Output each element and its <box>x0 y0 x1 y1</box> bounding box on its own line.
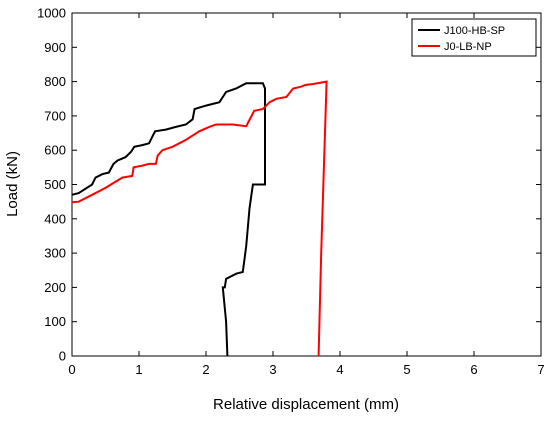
x-tick-label: 0 <box>68 362 75 377</box>
x-tick-label: 3 <box>269 362 276 377</box>
y-tick-label: 600 <box>44 143 66 158</box>
y-tick-label: 800 <box>44 74 66 89</box>
x-tick-label: 5 <box>403 362 410 377</box>
series-line-j100-hb-sp <box>71 82 266 357</box>
ticks-group: 0 1 2 3 4 5 6 7 0 100 200 300 400 500 600 700 800 900 1000 <box>37 6 545 378</box>
x-axis-label: Relative displacement (mm) <box>213 396 399 413</box>
y-tick-label: 400 <box>44 211 66 226</box>
series-group <box>71 80 328 357</box>
y-tick-label: 500 <box>44 177 66 192</box>
y-tick-label: 300 <box>44 246 66 261</box>
x-tick-label: 6 <box>470 362 477 377</box>
y-tick-label: 700 <box>44 108 66 123</box>
y-tick-label: 1000 <box>37 6 66 21</box>
y-tick-label: 0 <box>59 349 66 364</box>
x-tick-label: 1 <box>135 362 142 377</box>
x-tick-label: 4 <box>336 362 343 377</box>
series-line-j0-lb-np <box>71 80 328 357</box>
legend: J100-HB-SP J0-LB-NP <box>411 18 537 57</box>
plot-area <box>71 12 542 357</box>
legend-label-j100-hb-sp: J100-HB-SP <box>444 25 505 37</box>
y-axis-label: Load (kN) <box>4 151 21 217</box>
y-tick-label: 900 <box>44 40 66 55</box>
y-tick-label: 200 <box>44 280 66 295</box>
x-tick-label: 7 <box>537 362 544 377</box>
y-tick-label: 100 <box>44 314 66 329</box>
legend-box <box>411 18 537 57</box>
legend-label-j0-lb-np: J0-LB-NP <box>444 41 492 53</box>
x-tick-label: 2 <box>202 362 209 377</box>
